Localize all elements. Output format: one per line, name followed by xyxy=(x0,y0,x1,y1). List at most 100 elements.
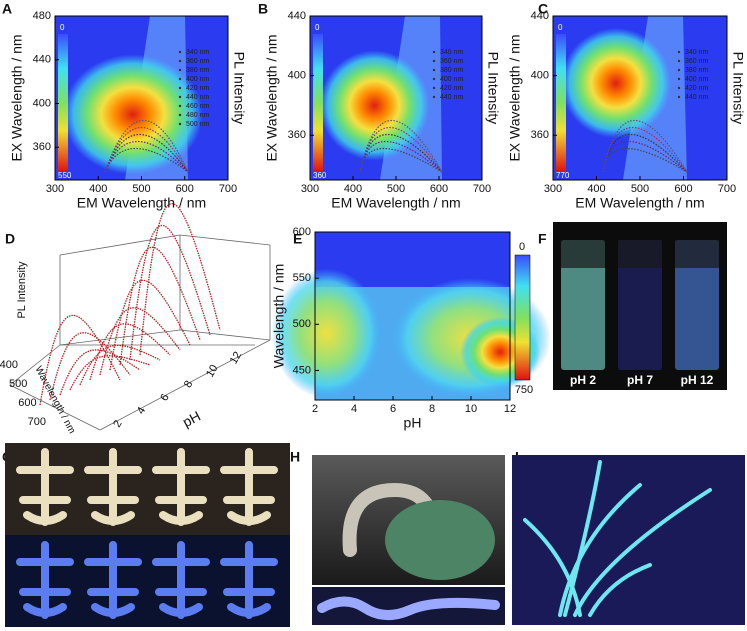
y-tick-label: 440 xyxy=(33,54,51,66)
cuvette-top xyxy=(561,240,605,268)
photo xyxy=(512,455,745,625)
x-tick-label: 500 xyxy=(132,183,150,195)
box-edge xyxy=(99,339,271,431)
legend-marker xyxy=(677,50,681,54)
legend-marker xyxy=(178,50,182,54)
spectrum-trace xyxy=(139,203,221,356)
legend-entry: 460 nm xyxy=(186,103,210,110)
box-edge xyxy=(59,329,181,346)
x-tick-label: 2 xyxy=(111,418,124,429)
legend-marker xyxy=(677,59,681,63)
sample-label: pH 2 xyxy=(570,373,596,387)
emission-curve xyxy=(104,119,189,173)
legend-entry: 400 nm xyxy=(186,76,210,83)
y-tick-label: 550 xyxy=(293,272,311,284)
legend-marker xyxy=(432,50,436,54)
colorbar-label: PL Intensity xyxy=(485,52,501,125)
x-tick-label: 700 xyxy=(219,183,237,195)
y-tick-label: 400 xyxy=(288,70,306,82)
spectrum-trace xyxy=(99,307,181,376)
colorbar-max: 770 xyxy=(556,171,570,180)
cuvette xyxy=(618,240,662,370)
legend-marker xyxy=(178,68,182,72)
x-tick-label: 2 xyxy=(312,403,318,415)
glyph-daylight xyxy=(16,448,74,526)
colorbar xyxy=(58,34,68,172)
colorbar-max: 750 xyxy=(515,384,533,396)
leaf xyxy=(573,488,712,617)
panel-label: B xyxy=(258,1,268,17)
y-tick-label: 500 xyxy=(9,378,27,390)
glyph-uv xyxy=(16,541,74,619)
x-tick-label: 500 xyxy=(387,183,405,195)
spectrum-trace xyxy=(129,224,211,361)
cuvette-top xyxy=(675,240,719,268)
colorbar-label: PL Intensity xyxy=(231,52,247,125)
y-tick-label: 400 xyxy=(531,70,549,82)
leaf xyxy=(558,483,642,617)
legend-entry: 400 nm xyxy=(440,76,464,83)
colorbar-min: 0 xyxy=(558,23,563,32)
legend-marker xyxy=(677,95,681,99)
spectrum-trace xyxy=(79,344,161,386)
spectrum-trace xyxy=(49,332,131,401)
legend-marker xyxy=(178,113,182,117)
emission-curve xyxy=(104,140,189,173)
x-tick-label: 8 xyxy=(429,403,435,415)
heatmap-blob xyxy=(62,54,203,175)
legend-entry: 420 nm xyxy=(440,85,464,92)
x-tick-label: 600 xyxy=(176,183,194,195)
y-tick-label: 360 xyxy=(288,129,306,141)
x-tick-label: 400 xyxy=(89,183,107,195)
y-tick-label: 600 xyxy=(18,397,36,409)
spectrum-trace xyxy=(119,246,201,366)
panel-label: D xyxy=(5,231,15,247)
colorbar-max: 550 xyxy=(58,171,72,180)
legend-entry: 420 nm xyxy=(685,85,709,92)
legend-entry: 380 nm xyxy=(186,67,210,74)
spectrum-trace xyxy=(59,349,141,396)
x-tick-label: 600 xyxy=(674,183,692,195)
legend-entry: 480 nm xyxy=(186,112,210,119)
cuvette xyxy=(561,240,605,370)
x-tick-label: 6 xyxy=(390,403,396,415)
glyph-uv xyxy=(84,541,142,619)
legend-entry: 360 nm xyxy=(440,58,464,65)
spectrum-trace xyxy=(39,314,121,406)
panel-label: A xyxy=(2,1,12,17)
legend-marker xyxy=(178,77,182,81)
x-tick-label: 400 xyxy=(587,183,605,195)
spectrum-trace xyxy=(89,323,171,381)
plot-frame xyxy=(314,231,511,401)
x-tick-label: 600 xyxy=(430,183,448,195)
x-tick-label: 6 xyxy=(158,392,171,403)
x-tick-label: 4 xyxy=(351,403,357,415)
legend-marker xyxy=(677,68,681,72)
cuvette xyxy=(675,240,719,370)
panel-label: F xyxy=(538,231,547,247)
legend-marker xyxy=(178,122,182,126)
legend-entry: 380 nm xyxy=(685,67,709,74)
x-axis-label: EM Wavelength / nm xyxy=(331,195,460,211)
emission-curve xyxy=(104,133,189,173)
colorbar-min: 0 xyxy=(519,241,525,253)
box-edge xyxy=(179,329,271,341)
y-axis-label: EX Wavelength / nm xyxy=(9,34,25,161)
legend-marker xyxy=(432,86,436,90)
y-tick-label: 600 xyxy=(293,226,311,238)
x-tick-label: 12 xyxy=(228,350,245,367)
y-tick-label: 440 xyxy=(531,10,549,22)
x-tick-label: 400 xyxy=(344,183,362,195)
panel-label: H xyxy=(290,449,300,465)
gel-uv xyxy=(317,596,500,620)
x-tick-label: 8 xyxy=(182,379,195,390)
sample-label: pH 7 xyxy=(627,373,653,387)
glove xyxy=(385,500,495,580)
x-tick-label: 300 xyxy=(301,183,319,195)
legend-entry: 440 nm xyxy=(186,94,210,101)
emission-curve xyxy=(104,148,189,173)
legend-entry: 340 nm xyxy=(440,49,464,56)
emission-curve xyxy=(602,148,688,173)
legend-marker xyxy=(432,59,436,63)
x-tick-label: 500 xyxy=(631,183,649,195)
